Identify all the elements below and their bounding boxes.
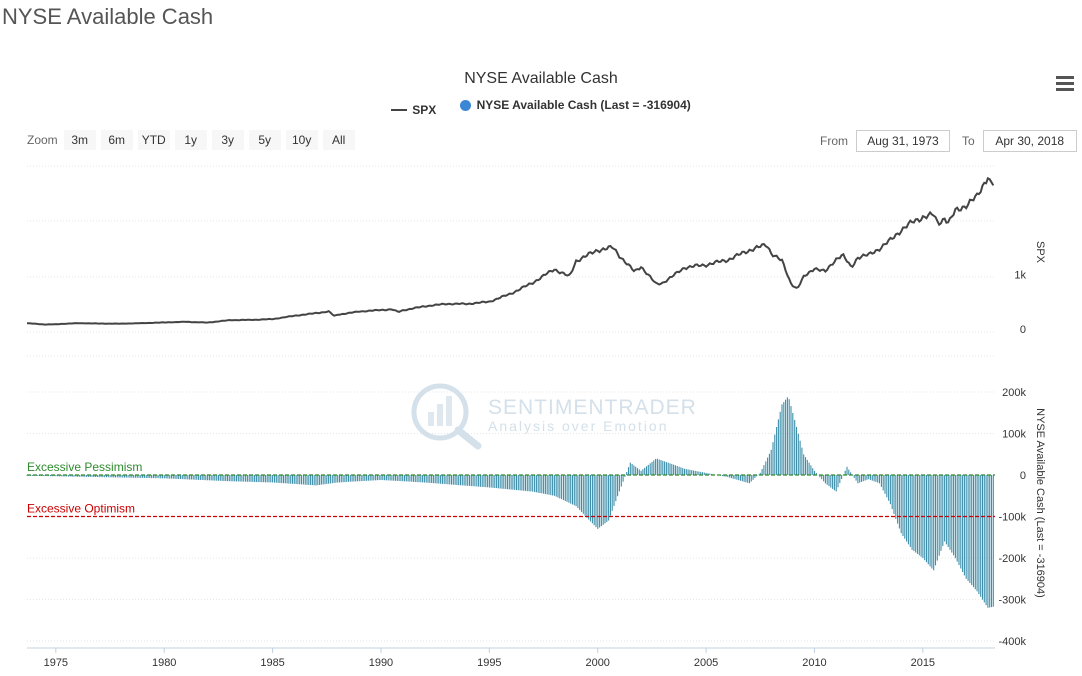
spx-series — [27, 176, 995, 326]
zoom-10y-button[interactable]: 10y — [285, 130, 318, 150]
chart-legend: SPX NYSE Available Cash (Last = -316904) — [0, 98, 1082, 117]
x-tick-label: 2000 — [585, 657, 609, 669]
reference-lines: Excessive Pessimism Excessive Optimism — [27, 460, 995, 518]
cash-tick-label: -300k — [998, 595, 1026, 607]
cash-tick-label: -100k — [998, 512, 1026, 524]
cash-tick-label: 0 — [1020, 470, 1026, 482]
spx-tick-label: 0 — [1020, 324, 1026, 336]
zoom-3m-button[interactable]: 3m — [63, 130, 96, 150]
range-to: To — [962, 130, 1077, 152]
cash-tick-label: 200k — [1002, 387, 1026, 399]
spx-line — [27, 176, 995, 326]
axes: 1975 1980 1985 1990 1995 2000 2005 2010 2015 0 1k S… — [27, 241, 1046, 669]
cash-tick-label: 100k — [1002, 429, 1026, 441]
zoom-bar: Zoom 3m 6m YTD 1y 3y 5y 10y All — [27, 130, 360, 150]
watermark: SENTIMENTRADER Analysis over Emotion — [411, 383, 697, 450]
reference-line-label: Excessive Pessimism — [27, 460, 142, 474]
legend-item-nyse-cash[interactable]: NYSE Available Cash (Last = -316904) — [459, 98, 691, 112]
page-title: NYSE Available Cash — [2, 4, 214, 29]
zoom-1y-button[interactable]: 1y — [174, 130, 207, 150]
hamburger-menu-icon[interactable] — [1056, 76, 1074, 92]
x-tick-label: 1995 — [477, 657, 501, 669]
zoom-3y-button[interactable]: 3y — [211, 130, 244, 150]
watermark-tagline: Analysis over Emotion — [488, 418, 669, 434]
x-tick-label: 1985 — [260, 657, 284, 669]
zoom-label: Zoom — [27, 133, 58, 147]
zoom-6m-button[interactable]: 6m — [100, 130, 133, 150]
range-from: From — [820, 130, 950, 152]
watermark-handle-icon — [454, 426, 482, 450]
x-tick-label: 1990 — [369, 657, 393, 669]
legend-label-nyse-cash: NYSE Available Cash (Last = -316904) — [476, 98, 691, 112]
legend-item-spx[interactable]: SPX — [391, 103, 436, 117]
range-to-input[interactable] — [982, 130, 1077, 152]
line-series-icon — [391, 108, 408, 111]
x-tick-label: 2010 — [802, 657, 826, 669]
x-tick-label: 1980 — [152, 657, 176, 669]
range-from-label: From — [820, 134, 848, 148]
zoom-5y-button[interactable]: 5y — [248, 130, 281, 150]
x-tick-label: 2015 — [911, 657, 935, 669]
watermark-logo-icon — [411, 383, 469, 441]
circle-series-icon — [459, 99, 471, 111]
cash-bars — [26, 397, 994, 608]
chart-title: NYSE Available Cash — [464, 70, 618, 87]
x-tick-label: 2005 — [694, 657, 718, 669]
watermark-brand: SENTIMENTRADER — [488, 396, 697, 419]
range-to-label: To — [962, 134, 975, 148]
zoom-ytd-button[interactable]: YTD — [137, 130, 170, 150]
spx-tick-label: 1k — [1014, 270, 1026, 282]
cash-tick-label: -200k — [998, 553, 1026, 565]
cash-axis-label: NYSE Available Cash (Last = -316904) — [1034, 408, 1046, 598]
reference-line-label: Excessive Optimism — [27, 502, 135, 516]
cash-tick-label: -400k — [998, 636, 1026, 648]
x-tick-label: 1975 — [44, 657, 68, 669]
range-from-input[interactable] — [856, 130, 950, 152]
spx-axis-label: SPX — [1034, 241, 1046, 264]
legend-label-spx: SPX — [412, 102, 437, 117]
zoom-all-button[interactable]: All — [322, 130, 355, 150]
